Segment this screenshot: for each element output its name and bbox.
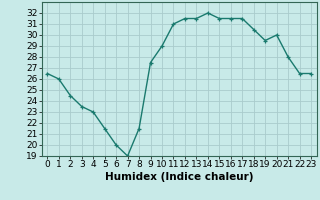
X-axis label: Humidex (Indice chaleur): Humidex (Indice chaleur) <box>105 172 253 182</box>
